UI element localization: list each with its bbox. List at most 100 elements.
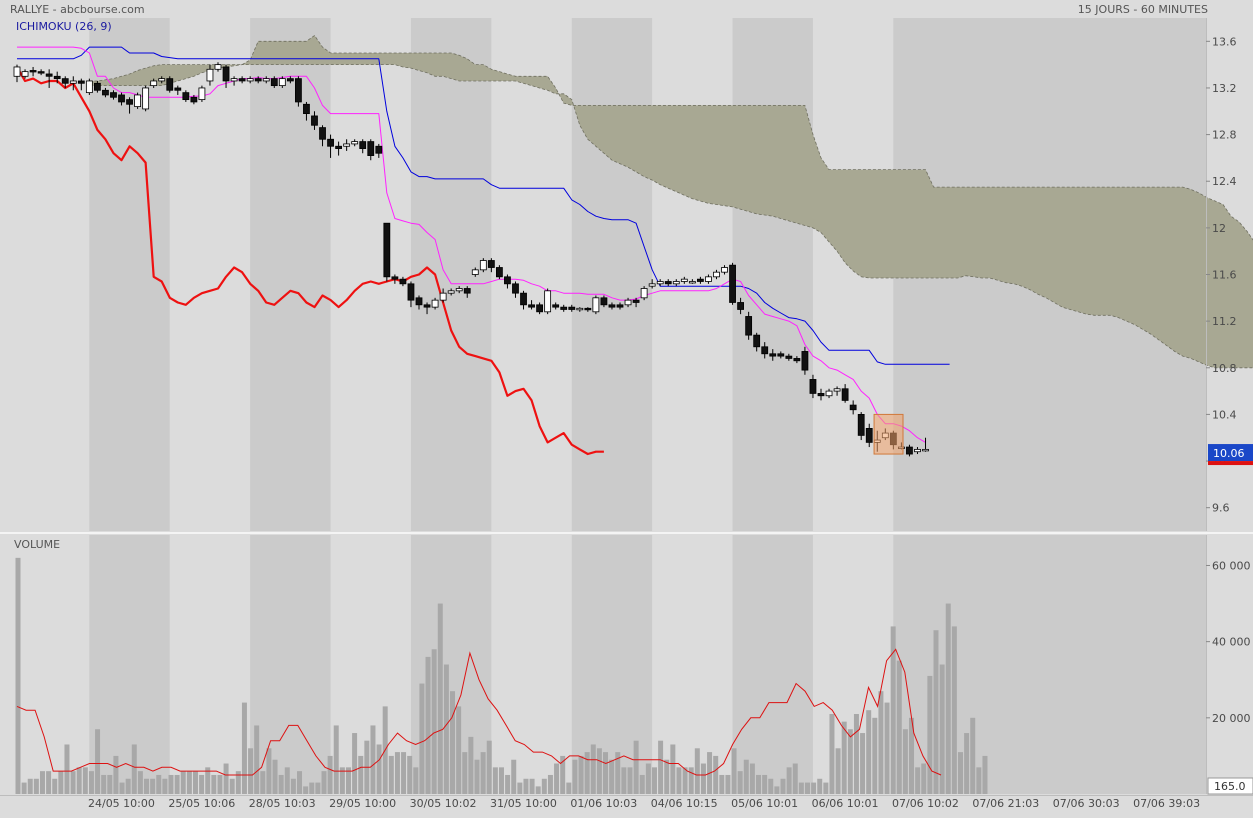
candle-body-99 [809,379,817,394]
candle-62 [512,281,519,298]
volume-bar-135 [841,721,847,794]
candle-body-5 [53,75,61,80]
volume-bar-152 [945,603,951,794]
candle-12 [110,90,117,100]
candle-body-98 [801,351,809,371]
volume-bar-19 [131,744,137,794]
volume-bar-92 [578,755,584,794]
last-volume-tag [1207,777,1253,795]
volume-axis-line [1206,535,1207,794]
candle-1 [21,69,29,79]
volume-day-band-11 [893,535,1206,794]
volume-bar-20 [137,771,143,794]
last-price-tag [1208,444,1253,462]
candle-25 [214,62,222,72]
candle-30 [254,76,262,84]
volume-bar-110 [688,767,694,794]
candle-body-13 [118,94,125,103]
volume-bar-122 [762,774,768,794]
volume-bar-131 [817,778,823,794]
axes: 9.61010.410.811.211.61212.412.813.213.62… [0,18,1253,810]
volume-bar-14 [101,774,107,794]
volume-bar-79 [498,767,504,794]
candle-89 [729,262,736,305]
volume-bar-129 [804,782,810,794]
volume-bar-52 [333,725,339,794]
candle-body-74 [608,304,616,308]
price-tick-label: 12.4 [1212,175,1237,188]
day-band-9 [732,18,813,531]
volume-bar-93 [584,752,590,794]
volume-bar-105 [658,740,664,794]
candle-53 [439,288,447,303]
candle-body-87 [713,271,720,278]
candle-body-72 [592,297,600,313]
volume-bar-64 [407,755,413,794]
ichimoku-lines [16,46,950,456]
candle-body-85 [697,278,704,282]
volume-bar-101 [633,740,639,794]
volume-bar-6 [52,778,58,794]
volume-bar-83 [523,778,529,794]
volume-bar-28 [186,771,192,794]
volume-bar-115 [719,774,725,794]
candle-105 [857,412,865,441]
volume-bar-7 [58,771,64,794]
chikou-line [16,66,604,456]
volume-bar-62 [394,752,400,794]
volume-bar-114 [713,755,719,794]
candle-66 [544,288,552,315]
volume-bar-31 [205,767,211,794]
candle-70 [576,307,584,312]
candle-11 [102,87,109,98]
candle-body-4 [45,73,53,77]
candle-69 [568,304,576,312]
candle-body-102 [833,388,841,392]
candle-body-105 [857,414,865,436]
time-tick-label: 07/06 21:03 [972,797,1039,810]
candle-76 [624,297,632,308]
candle-93 [761,342,769,359]
candle-59 [487,258,495,273]
volume-bar-99 [621,767,627,794]
candle-38 [319,125,326,147]
candle-100 [817,388,825,401]
candle-body-40 [335,145,343,149]
volume-bar-133 [829,714,835,794]
price-tick-label: 12 [1212,222,1226,235]
candle-77 [632,297,640,308]
candle-5 [53,71,61,84]
candle-57 [471,267,479,277]
volume-bar-86 [541,778,547,794]
candle-body-112 [914,448,921,453]
volume-bar-103 [645,763,651,794]
overlay: 10.06 165.0 [873,413,1253,795]
volume-bar-68 [431,649,437,794]
candle-body-36 [303,103,310,115]
time-tick-label: 24/05 10:00 [88,797,155,810]
volume-bar-104 [651,767,657,794]
kijun-line [17,46,950,365]
volume-bar-33 [217,774,223,794]
candle-body-34 [286,78,294,82]
volume-bar-18 [125,778,131,794]
volume-bar-150 [933,630,939,794]
candle-22 [190,94,198,105]
volume-bar-23 [156,774,162,794]
volume-bar-39 [254,725,260,794]
candle-body-22 [190,96,198,103]
price-tick-label: 13.6 [1212,35,1237,48]
candle-72 [592,295,600,315]
volume-ma-line [16,648,942,776]
candle-102 [833,386,841,396]
volume-bar-127 [792,763,798,794]
candle-19 [166,76,174,93]
volume-bar-120 [749,763,755,794]
volume-bar-78 [492,767,498,794]
volume-bar-13 [95,729,101,794]
price-tick-label: 11.6 [1212,269,1237,282]
candle-body-64 [528,304,535,308]
candle-body-76 [624,299,632,306]
